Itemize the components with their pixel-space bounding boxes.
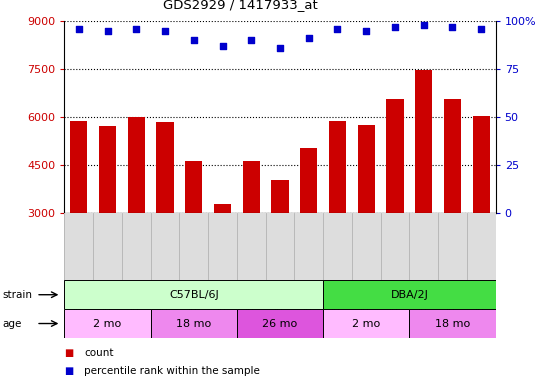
- Text: C57BL/6J: C57BL/6J: [169, 290, 218, 300]
- Bar: [237, 309, 323, 338]
- Point: [132, 26, 141, 32]
- Point: [247, 37, 256, 43]
- Text: 18 mo: 18 mo: [435, 318, 470, 329]
- Bar: [323, 309, 409, 338]
- Text: GDS2929 / 1417933_at: GDS2929 / 1417933_at: [164, 0, 318, 12]
- Text: strain: strain: [3, 290, 33, 300]
- Bar: [64, 309, 151, 338]
- Point: [189, 37, 198, 43]
- Bar: [415, 70, 432, 309]
- Point: [477, 26, 486, 32]
- Bar: [409, 309, 496, 338]
- Text: percentile rank within the sample: percentile rank within the sample: [84, 366, 260, 376]
- Bar: [323, 280, 496, 309]
- Bar: [99, 126, 116, 309]
- Text: age: age: [3, 318, 22, 329]
- Point: [74, 26, 83, 32]
- Text: ■: ■: [64, 348, 74, 358]
- Bar: [151, 309, 237, 338]
- Bar: [242, 161, 260, 309]
- Bar: [329, 121, 346, 309]
- Bar: [70, 121, 87, 309]
- Bar: [386, 99, 404, 309]
- Text: 2 mo: 2 mo: [352, 318, 380, 329]
- Bar: [128, 118, 145, 309]
- Text: 2 mo: 2 mo: [94, 318, 122, 329]
- Bar: [444, 99, 461, 309]
- Bar: [300, 149, 318, 309]
- Point: [103, 28, 112, 34]
- Bar: [214, 204, 231, 309]
- Point: [390, 24, 399, 30]
- Bar: [185, 161, 202, 309]
- Point: [333, 26, 342, 32]
- Bar: [64, 280, 323, 309]
- Point: [161, 28, 170, 34]
- Text: 26 mo: 26 mo: [263, 318, 297, 329]
- Point: [362, 28, 371, 34]
- Text: 18 mo: 18 mo: [176, 318, 211, 329]
- Text: DBA/2J: DBA/2J: [390, 290, 428, 300]
- Text: ■: ■: [64, 366, 74, 376]
- Bar: [473, 116, 490, 309]
- Bar: [358, 125, 375, 309]
- Bar: [272, 180, 288, 309]
- Text: count: count: [84, 348, 114, 358]
- Point: [276, 45, 284, 51]
- Point: [304, 35, 313, 41]
- Point: [218, 43, 227, 49]
- Point: [419, 22, 428, 28]
- Bar: [156, 122, 174, 309]
- Point: [448, 24, 457, 30]
